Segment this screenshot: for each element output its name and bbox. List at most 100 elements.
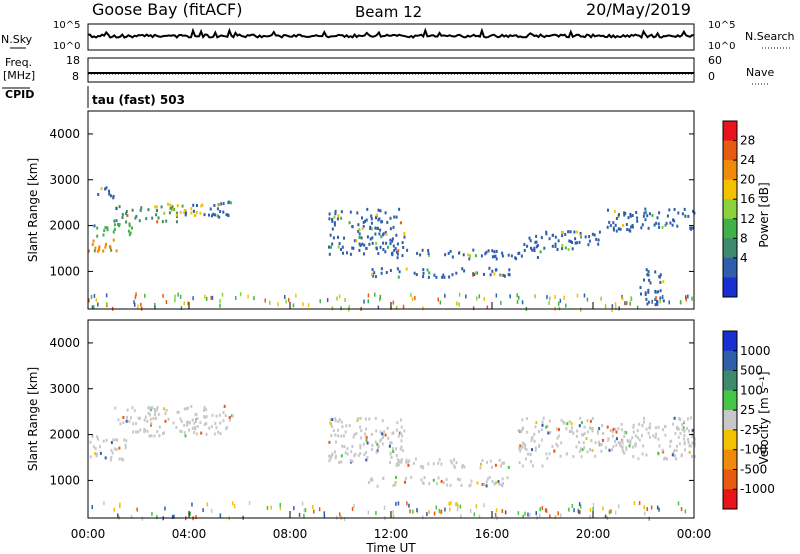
echo-cell [483,483,486,486]
echo-cell [328,440,331,444]
echo-cell [685,295,687,300]
echo-cell [556,248,559,251]
echo-cell [396,242,399,246]
echo-cell [395,428,398,432]
echo-cell [675,448,678,452]
echo-cell [337,214,340,218]
colorbar-swatch [723,370,737,391]
echo-cell [391,447,394,451]
echo-cell [594,441,597,445]
echo-cell [383,505,386,510]
echo-cell [570,429,573,433]
echo-cell [625,223,628,226]
y-tick-label: 2000 [49,219,80,233]
echo-cell [571,247,574,251]
echo-cell [615,437,618,441]
echo-cell [534,448,537,452]
date-title: 20/May/2019 [586,0,691,19]
echo-cell [643,416,645,420]
echo-cell [218,215,221,219]
echo-cell [125,210,128,213]
echo-cell [501,251,504,255]
echo-cell [501,254,504,258]
echo-cell [631,223,634,227]
echo-cell [444,293,446,298]
echo-cell [384,211,387,215]
echo-cell [530,460,532,464]
echo-cell [149,408,152,412]
echo-cell [370,221,373,225]
echo-cell [414,296,416,301]
echo-cell [469,254,472,258]
echo-cell [279,502,281,507]
echo-cell [569,240,572,243]
echo-cell [351,246,354,250]
echo-cell [444,253,447,257]
echo-cell [613,209,616,213]
echo-cell [174,294,176,299]
echo-cell [458,251,460,255]
echo-cell [188,421,191,425]
echo-cell [91,305,94,310]
echo-cell [422,268,425,272]
echo-cell [192,296,194,301]
echo-cell [336,217,339,221]
echo-cell [457,477,459,481]
echo-cell [199,421,202,424]
echo-cell [204,415,207,419]
echo-cell [374,292,376,297]
echo-cell [546,424,549,428]
echo-cell [93,293,96,298]
echo-cell [334,454,337,458]
echo-cell [269,300,271,305]
echo-cell [475,504,478,509]
echo-cell [441,275,444,279]
echo-cell [541,506,544,511]
echo-cell [118,205,121,209]
echo-cell [406,248,409,252]
echo-cell [447,251,450,255]
echo-cell [480,462,482,466]
echo-cell [688,450,691,454]
colorbar-swatch [723,331,737,352]
echo-cell [556,436,559,440]
echo-cell [437,297,439,302]
echo-cell [91,505,93,510]
echo-cell [99,451,102,455]
echo-cell [131,226,133,230]
echo-cell [682,426,685,430]
echo-cell [376,484,379,488]
power-panel-bg [88,111,694,309]
echo-cell [340,248,342,251]
echo-cell [586,297,589,302]
echo-cell [154,305,156,310]
echo-cell [352,246,355,250]
echo-cell [597,242,600,246]
echo-cell [152,417,155,420]
colorbar-swatch [723,140,737,161]
echo-cell [495,508,498,513]
echo-cell [149,406,152,410]
echo-cell [353,503,355,508]
echo-cell [386,220,389,224]
echo-cell [337,434,340,438]
echo-cell [389,227,392,231]
echo-cell [472,248,475,252]
echo-cell [554,515,557,520]
echo-cell [211,413,214,417]
echo-cell [337,428,339,432]
echo-cell [356,211,359,215]
echo-cell [397,458,399,462]
echo-cell [116,438,119,442]
echo-cell [331,418,334,422]
echo-cell [664,223,667,227]
echo-cell [330,434,333,438]
echo-cell [582,441,585,445]
power-marks [88,186,696,312]
velocity-y-label: Slant Range [km] [26,367,40,471]
echo-cell [449,249,452,253]
echo-cell [643,505,645,510]
echo-cell [217,430,220,434]
echo-cell [375,429,378,433]
